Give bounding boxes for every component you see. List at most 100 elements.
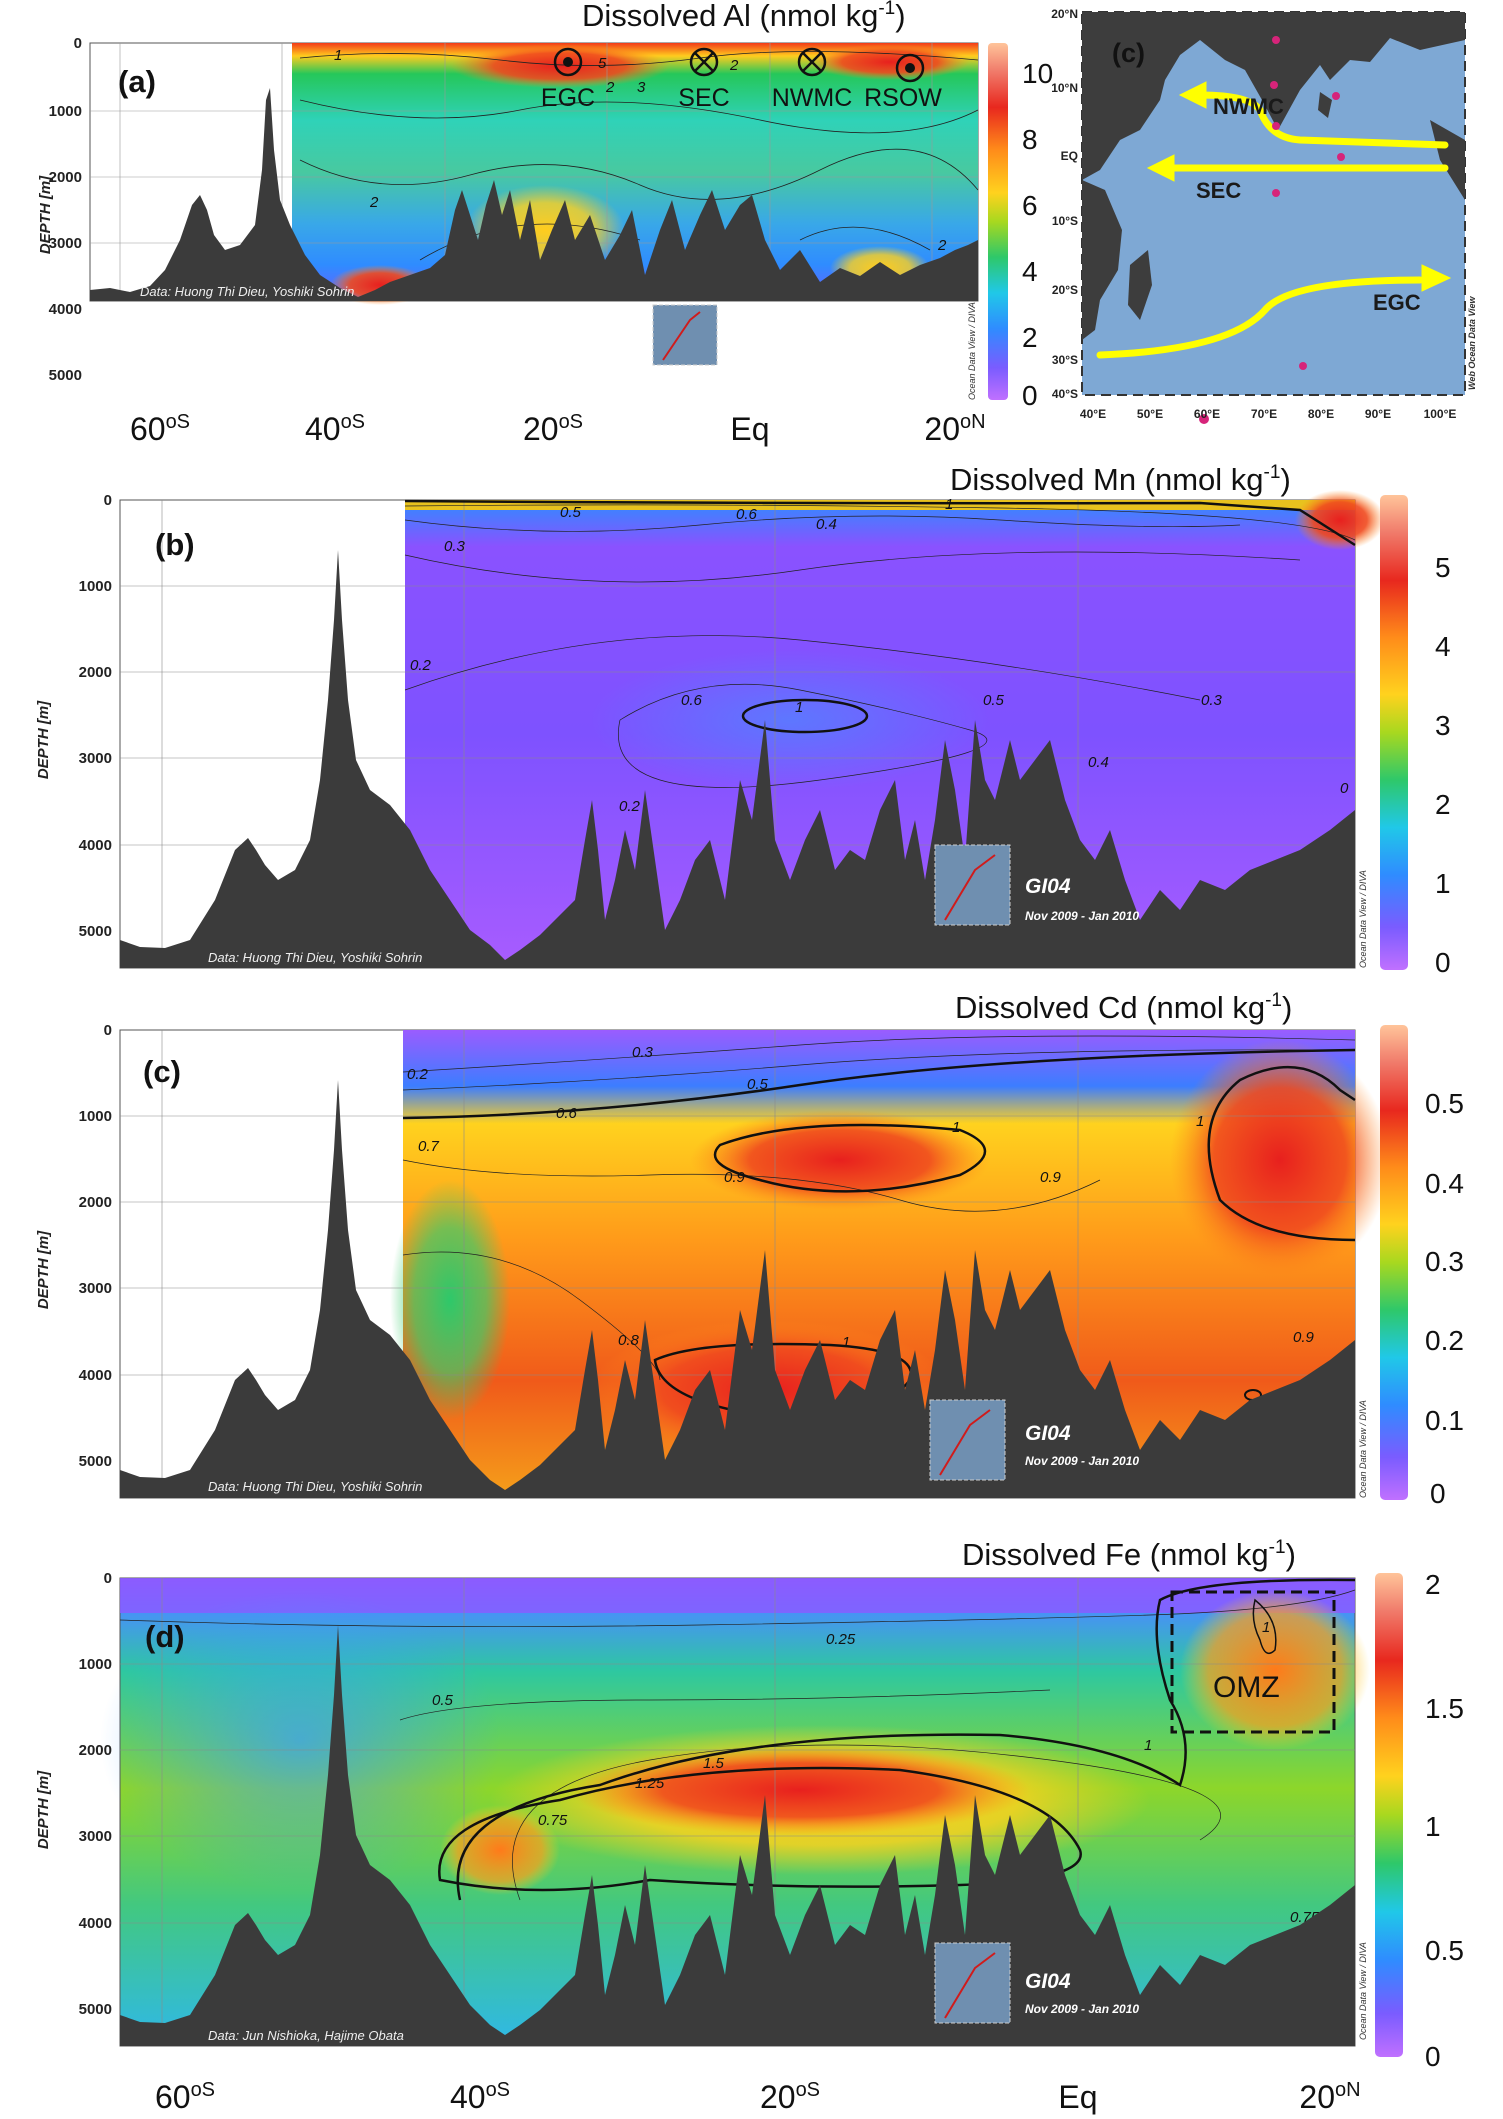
svg-text:90°E: 90°E (1365, 407, 1391, 421)
svg-text:4: 4 (1435, 631, 1451, 662)
svg-text:70°E: 70°E (1251, 407, 1277, 421)
svg-text:0.3: 0.3 (632, 1044, 654, 1061)
svg-text:1000: 1000 (79, 1656, 112, 1673)
panel-b-ne-max (1295, 490, 1385, 550)
x-tick-40s: 40oS (305, 411, 365, 447)
svg-text:0.5: 0.5 (560, 504, 582, 521)
panel-a-yticks: 0 1000 2000 3000 4000 5000 (49, 35, 82, 384)
svg-text:0: 0 (104, 492, 112, 509)
svg-text:0.9: 0.9 (1040, 1169, 1062, 1186)
x-tick-20s: 20oS (523, 411, 583, 447)
svg-text:Web Ocean Data View: Web Ocean Data View (1467, 295, 1477, 390)
panel-c-colorbar (1380, 1025, 1408, 1500)
panel-a-colorbar (988, 43, 1008, 400)
svg-text:1: 1 (945, 496, 953, 513)
panel-b-contour-1-mid (741, 698, 869, 734)
svg-text:0.5: 0.5 (747, 1076, 769, 1093)
svg-text:GI04: GI04 (722, 307, 753, 323)
svg-text:3000: 3000 (79, 1828, 112, 1845)
svg-text:6: 6 (1022, 190, 1038, 221)
panel-d-title: Dissolved Fe (nmol kg-1) (962, 1537, 1296, 1572)
svg-text:5000: 5000 (79, 2001, 112, 2018)
panel-c: Dissolved Cd (nmol kg-1) 0.3 0.2 0.5 0.6… (35, 990, 1464, 1509)
svg-text:5: 5 (598, 55, 607, 72)
svg-text:1000: 1000 (79, 1108, 112, 1125)
svg-text:100°E: 100°E (1424, 407, 1457, 421)
panel-d-ylabel: DEPTH [m] (35, 1770, 52, 1849)
panel-b-contours (404, 504, 1356, 788)
svg-text:3000: 3000 (79, 1280, 112, 1297)
svg-text:10°N: 10°N (1051, 81, 1078, 95)
map-egc: EGC (1373, 290, 1421, 315)
panel-c-inset: GI04 Nov 2009 - Jan 2010 (929, 1399, 1139, 1481)
svg-text:2: 2 (1425, 1569, 1441, 1600)
svg-text:1.25: 1.25 (635, 1775, 665, 1792)
map-label: (c) (1112, 38, 1145, 68)
svg-text:Ocean Data View / DIVA: Ocean Data View / DIVA (1358, 1400, 1368, 1498)
panel-b-seafloor (120, 550, 1355, 968)
panel-b-surface (405, 500, 1355, 510)
svg-text:0.3: 0.3 (444, 538, 466, 555)
svg-text:2000: 2000 (79, 1194, 112, 1211)
panel-c-seafloor (120, 1080, 1355, 1498)
svg-text:0.9: 0.9 (724, 1169, 746, 1186)
svg-text:5000: 5000 (79, 923, 112, 940)
svg-text:Ocean Data View / DIVA: Ocean Data View / DIVA (1358, 1942, 1368, 2040)
panel-d-label: (d) (145, 1619, 185, 1654)
svg-text:1: 1 (842, 1334, 850, 1351)
svg-text:0.5: 0.5 (432, 1692, 454, 1709)
svg-text:1: 1 (1425, 1811, 1441, 1842)
svg-text:4000: 4000 (79, 1367, 112, 1384)
panel-c-contour-06 (402, 1048, 1356, 1120)
panel-b-ylabel: DEPTH [m] (35, 700, 52, 779)
svg-text:0: 0 (104, 1022, 112, 1039)
panel-d-contour-labels: 0.25 0.5 1 1.25 1.5 0.75 1 0.75 (432, 1619, 1320, 1926)
svg-text:40°S: 40°S (1052, 387, 1078, 401)
svg-text:8: 8 (1022, 124, 1038, 155)
map-currents (1096, 81, 1452, 359)
panel-c-yticks: 0 1000 2000 3000 4000 5000 (79, 1022, 112, 1470)
panel-b: Dissolved Mn (nmol kg-1) 0.5 0.6 0.4 1 0… (35, 462, 1451, 978)
panel-c-ne-max (1170, 1040, 1390, 1280)
x-tick-20n-b: 20oN (1299, 2079, 1360, 2115)
panel-d-inset: GI04 Nov 2009 - Jan 2010 (934, 1942, 1139, 2024)
panel-d-contour-125 (438, 1766, 1082, 1892)
svg-text:1: 1 (1196, 1113, 1204, 1130)
svg-text:0.6: 0.6 (736, 506, 758, 523)
svg-text:0: 0 (104, 1570, 112, 1587)
svg-text:EQ: EQ (1061, 149, 1078, 163)
svg-text:2: 2 (729, 57, 739, 74)
svg-text:1000: 1000 (49, 103, 82, 120)
svg-text:50°E: 50°E (1137, 407, 1163, 421)
svg-text:80°E: 80°E (1308, 407, 1334, 421)
panel-c-contour-labels: 0.3 0.2 0.5 0.6 0.7 1 0.9 0.9 1 0.8 1 0.… (407, 1044, 1315, 1351)
rsow-out-symbol (895, 53, 925, 83)
svg-text:4000: 4000 (49, 301, 82, 318)
svg-text:0.4: 0.4 (1425, 1168, 1464, 1199)
map-panel: (c) NWMC SEC EGC 20°N 10°N EQ 10°S 20°S … (1051, 7, 1477, 424)
svg-text:1: 1 (1435, 868, 1451, 899)
panel-a-credit: Data: Huong Thi Dieu, Yoshiki Sohrin (140, 284, 354, 299)
svg-text:0.2: 0.2 (410, 657, 432, 674)
panel-d-omz-max (1180, 1590, 1370, 1750)
panel-a-cbticks: 0 2 4 6 8 10 (1022, 58, 1053, 411)
svg-text:10°S: 10°S (1052, 214, 1078, 228)
xaxis-top: 60oS 40oS 20oS Eq 20oN (130, 411, 986, 447)
svg-text:0: 0 (1430, 1478, 1446, 1509)
panel-a-inset: GI04 Nov 2009 - Jan 2010 (652, 304, 808, 366)
egc-out-symbol (553, 47, 583, 77)
svg-text:0.5: 0.5 (1425, 1088, 1464, 1119)
svg-text:Ocean Data View / DIVA: Ocean Data View / DIVA (967, 302, 977, 400)
x-tick-20s-b: 20oS (760, 2079, 820, 2115)
panel-b-yticks: 0 1000 2000 3000 4000 5000 (79, 492, 112, 940)
nwmc-in-symbol (797, 47, 827, 77)
svg-text:0.1: 0.1 (1425, 1405, 1464, 1436)
svg-text:1: 1 (795, 699, 803, 716)
svg-text:2000: 2000 (79, 664, 112, 681)
svg-text:0.9: 0.9 (1293, 1329, 1315, 1346)
panel-d-seafloor (120, 1625, 1355, 2046)
panel-b-contour-1-top (404, 499, 1356, 547)
panel-d-mid-max (570, 1745, 1030, 1835)
svg-text:1: 1 (334, 47, 342, 64)
